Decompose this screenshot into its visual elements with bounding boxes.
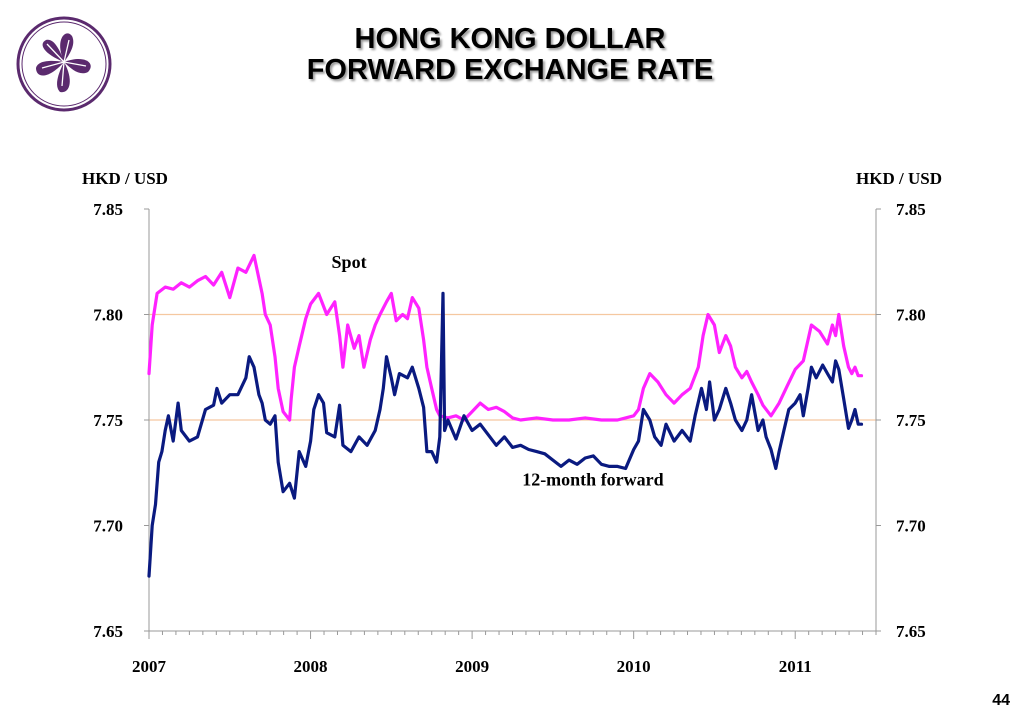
y-tick-label-left-1: 7.80 — [93, 306, 123, 325]
x-tick-labels: 2007 2008 2009 2010 2011 — [132, 657, 812, 676]
page-number: 44 — [992, 692, 1010, 709]
reference-lines — [149, 313, 876, 421]
y-tick-label-right-2: 7.75 — [896, 411, 926, 430]
x-tick-label-0: 2007 — [132, 657, 167, 676]
axes — [144, 208, 881, 639]
y-tick-label-left-0: 7.85 — [93, 200, 123, 219]
y-tick-label-left-4: 7.65 — [93, 622, 123, 641]
title-line-2: FORWARD EXCHANGE RATE — [306, 54, 714, 86]
title-line-1: HONG KONG DOLLAR — [354, 23, 666, 55]
series-line-12-month-forward — [147, 291, 864, 578]
series-annotations: Spot 12-month forward — [332, 252, 664, 489]
slide-title: HONG KONG DOLLAR FORWARD EXCHANGE RATE — [210, 24, 810, 86]
y-tick-label-right-0: 7.85 — [896, 200, 926, 219]
y-tick-label-left-3: 7.70 — [93, 517, 123, 536]
y-tick-labels-right: 7.85 7.80 7.75 7.70 7.65 — [896, 200, 926, 641]
y-axis-label-right: HKD / USD — [856, 169, 942, 188]
y-tick-label-right-4: 7.65 — [896, 622, 926, 641]
x-tick-label-1: 2008 — [294, 657, 328, 676]
hkma-logo — [16, 16, 112, 112]
y-tick-labels-left: 7.85 7.80 7.75 7.70 7.65 — [93, 200, 123, 641]
series-line-spot — [147, 253, 864, 422]
annotation-0: Spot — [332, 252, 367, 272]
y-tick-label-right-3: 7.70 — [896, 517, 926, 536]
annotation-1: 12-month forward — [522, 469, 664, 489]
x-tick-label-4: 2011 — [779, 657, 812, 676]
y-tick-label-right-1: 7.80 — [896, 306, 926, 325]
y-tick-label-left-2: 7.75 — [93, 411, 123, 430]
y-axis-label-left: HKD / USD — [82, 169, 168, 188]
x-tick-label-3: 2010 — [617, 657, 651, 676]
series-lines — [147, 253, 864, 578]
x-tick-label-2: 2009 — [455, 657, 489, 676]
